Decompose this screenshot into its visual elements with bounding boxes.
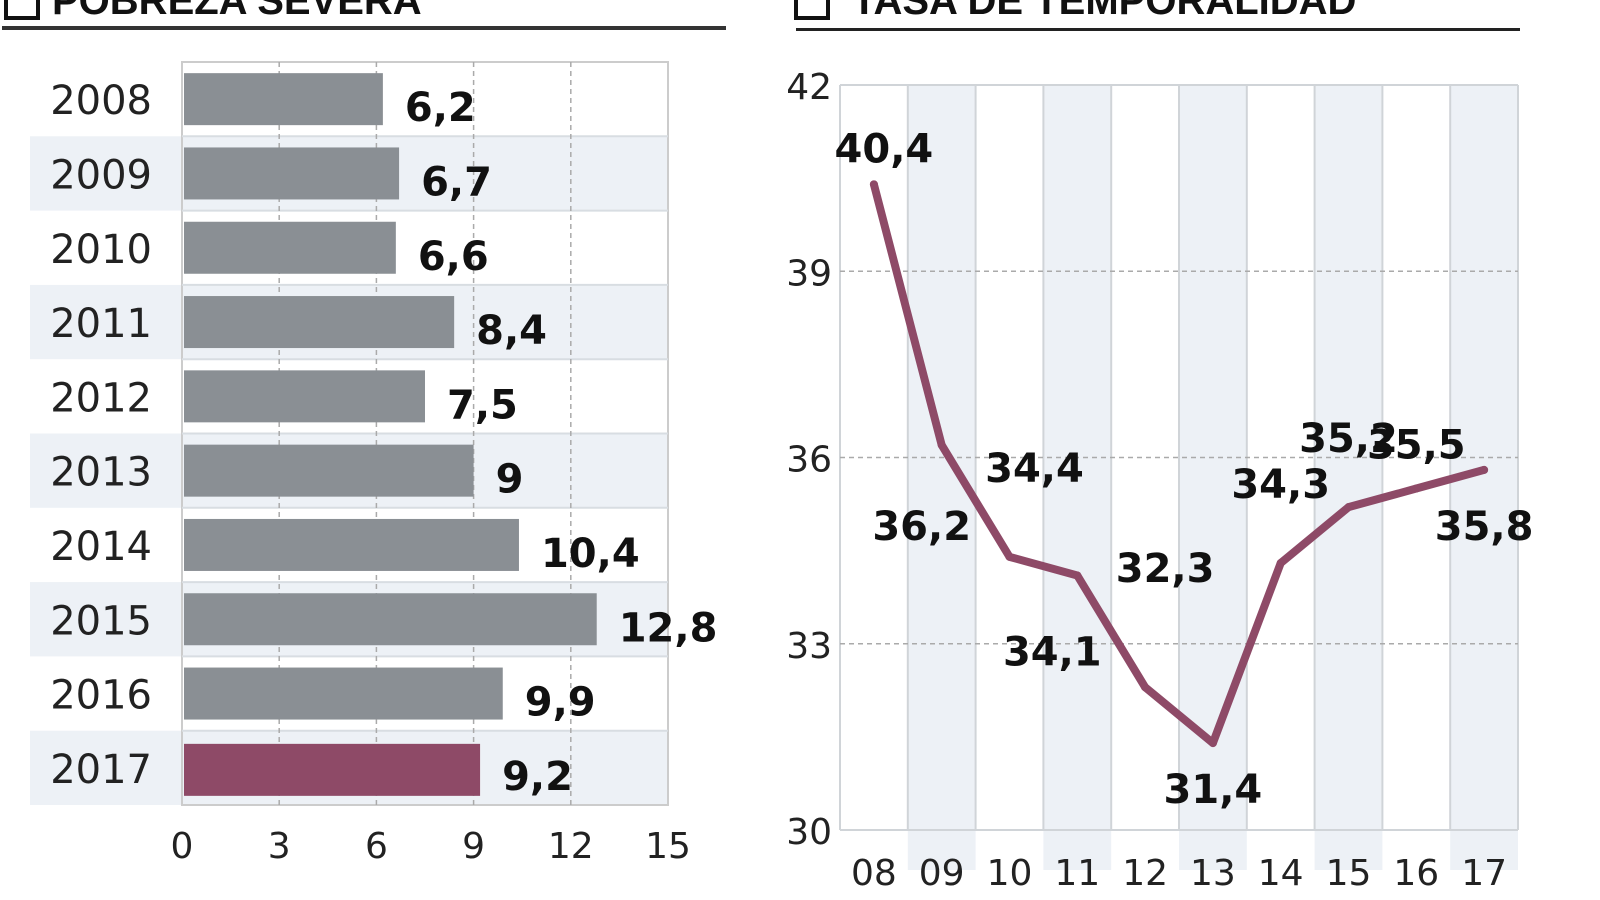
data-label: 9,9 <box>525 680 596 726</box>
data-label: 36,2 <box>872 504 971 550</box>
data-label: 35,5 <box>1367 423 1466 469</box>
data-label: 35,2 <box>1299 416 1398 462</box>
bar <box>184 370 425 423</box>
series-line <box>869 180 1489 748</box>
data-label: 32,3 <box>1116 546 1215 592</box>
data-label: 40,4 <box>835 126 934 172</box>
data-point <box>1276 559 1285 568</box>
x-tick-label: 17 <box>1461 853 1507 894</box>
data-label: 10,4 <box>541 531 640 577</box>
x-tick-label: 10 <box>987 853 1033 894</box>
bar <box>184 73 383 126</box>
x-tick-label: 14 <box>1258 853 1304 894</box>
title-checkbox-icon <box>794 0 830 20</box>
x-tick-label: 6 <box>365 826 388 867</box>
data-label: 35,8 <box>1435 504 1534 550</box>
data-label: 9,2 <box>502 754 573 800</box>
bar-chart: 0 3 6 9 12 15 2008 6,2 2009 6,7 2010 6,6 2011 8,4 2012… <box>30 61 718 867</box>
x-tick-label: 3 <box>268 826 291 867</box>
category-label: 2012 <box>50 375 152 421</box>
y-tick-label: 33 <box>786 626 832 667</box>
category-label: 2009 <box>50 152 152 198</box>
data-point <box>1480 465 1489 474</box>
y-tick-label: 36 <box>786 440 832 481</box>
bar <box>184 518 519 571</box>
data-label: 34,4 <box>985 446 1084 492</box>
x-tick-label: 12 <box>548 826 594 867</box>
category-label: 2013 <box>50 450 152 496</box>
data-label: 12,8 <box>619 605 718 651</box>
line-chart-title: TASA DE TEMPORALIDAD <box>852 0 1356 23</box>
data-point <box>937 441 946 450</box>
y-tick-label: 42 <box>786 67 832 108</box>
data-point <box>1073 571 1082 580</box>
bar <box>184 296 455 349</box>
title-checkbox-icon <box>4 0 40 20</box>
category-label: 2014 <box>50 524 152 570</box>
data-point <box>1141 683 1150 692</box>
bar-chart-title: POBREZA SEVERA <box>52 0 422 23</box>
x-tick-label: 08 <box>851 853 897 894</box>
data-label: 34,3 <box>1231 462 1330 508</box>
x-tick-label: 9 <box>462 826 485 867</box>
data-point <box>1412 484 1421 493</box>
data-point <box>1344 503 1353 512</box>
category-label: 2016 <box>50 673 152 719</box>
data-label: 34,1 <box>1003 629 1102 675</box>
data-point <box>1005 552 1014 561</box>
x-tick-label: 12 <box>1122 853 1168 894</box>
x-tick-label: 13 <box>1190 853 1236 894</box>
bar <box>184 221 396 274</box>
bar <box>184 593 597 646</box>
data-label: 6,2 <box>405 85 476 131</box>
bar-chart-header: POBREZA SEVERA <box>2 0 726 30</box>
data-label: 8,4 <box>476 308 547 354</box>
x-tick-label: 15 <box>645 826 691 867</box>
column-stripe <box>1043 85 1112 870</box>
data-label: 6,7 <box>421 159 492 205</box>
line-chart-header: TASA DE TEMPORALIDAD <box>794 0 1520 31</box>
bar <box>184 667 503 720</box>
bar <box>184 444 474 497</box>
x-tick-label: 11 <box>1054 853 1100 894</box>
x-tick-label: 09 <box>919 853 965 894</box>
y-tick-label: 30 <box>786 812 832 853</box>
data-label: 6,6 <box>418 234 489 280</box>
title-rule <box>796 28 1520 31</box>
category-label: 2010 <box>50 227 152 273</box>
column-stripe <box>1314 85 1383 870</box>
data-label: 9 <box>496 457 524 503</box>
data-point <box>869 180 878 189</box>
title-rule <box>2 26 726 30</box>
data-label: 7,5 <box>447 382 518 428</box>
bar <box>184 743 481 796</box>
x-tick-label: 0 <box>171 826 194 867</box>
category-label: 2017 <box>50 747 152 793</box>
bar <box>184 147 400 200</box>
category-label: 2008 <box>50 78 152 124</box>
data-point <box>1208 739 1217 748</box>
x-tick-label: 15 <box>1326 853 1372 894</box>
category-label: 2011 <box>50 301 152 347</box>
line-chart: 30 33 36 39 42 08 09 10 11 12 13 14 15 16 17 40,4 36,2 34… <box>786 67 1533 894</box>
category-label: 2015 <box>50 598 152 644</box>
data-label: 31,4 <box>1164 767 1263 813</box>
x-tick-label: 16 <box>1393 853 1439 894</box>
y-tick-label: 39 <box>786 253 832 294</box>
